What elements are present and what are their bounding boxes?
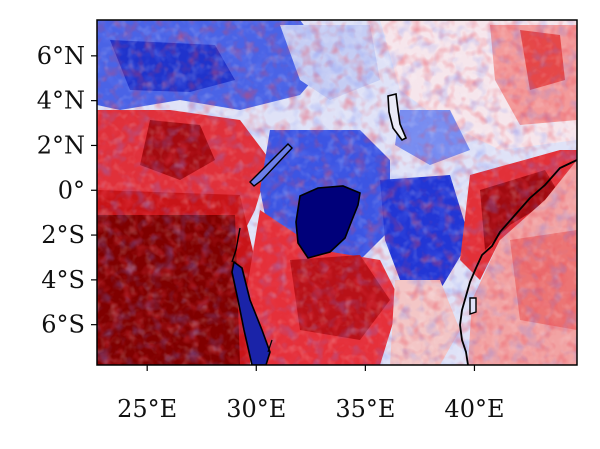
x-tick-label: 35°E [335,395,395,423]
y-tick-label: 4°S [41,266,85,294]
x-tick-label: 40°E [444,395,504,423]
heat-field [97,20,577,365]
x-axis-ticks: 25°E 30°E 35°E 40°E [117,365,504,423]
lake-victoria [295,185,361,259]
lake-small [469,297,477,315]
plot-frame [96,19,578,366]
coastline [459,159,577,365]
y-tick-label: 2°N [37,131,85,159]
y-tick-label: 6°N [37,42,85,70]
lake-turkana [387,93,408,142]
y-axis-ticks: 6°N 4°N 2°N 0° 2°S 4°S 6°S [37,42,97,339]
lake-albert [249,143,293,187]
lake-tanganyika [231,260,271,365]
y-tick-label: 4°N [37,87,85,115]
x-tick-label: 30°E [226,395,286,423]
y-tick-label: 0° [58,176,85,204]
y-tick-label: 2°S [41,221,85,249]
y-tick-label: 6°S [41,311,85,339]
x-tick-label: 25°E [117,395,177,423]
